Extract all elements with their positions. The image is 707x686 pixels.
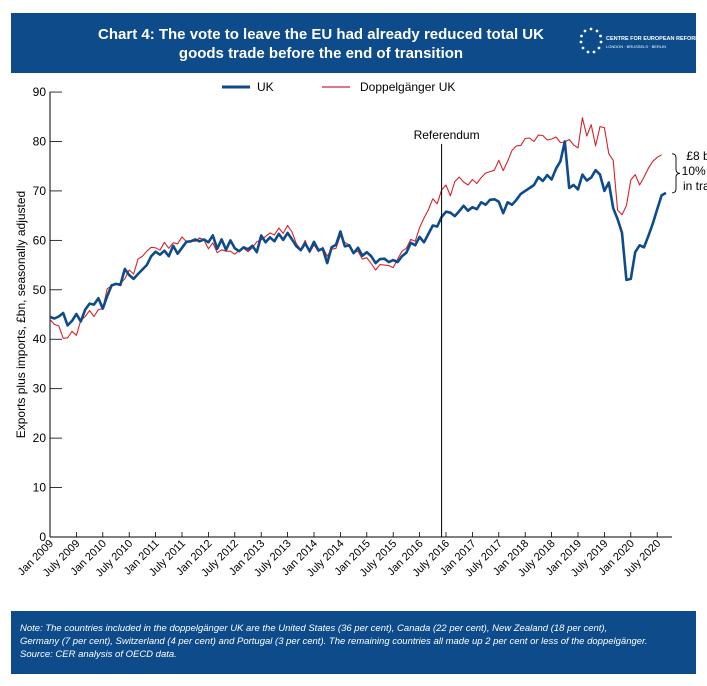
logo-subtext: LONDON · BRUSSELS · BERLIN bbox=[606, 44, 667, 49]
legend-label-doppelganger: Doppelgänger UK bbox=[360, 80, 455, 94]
legend-label-uk: UK bbox=[257, 80, 274, 94]
chart-title: Chart 4: The vote to leave the EU had al… bbox=[71, 25, 571, 63]
y-tick-label: 20 bbox=[33, 431, 47, 445]
trade-fall-label: in trade bbox=[683, 179, 707, 193]
y-tick-label: 60 bbox=[33, 233, 47, 247]
trade-fall-label: 10% fall bbox=[682, 164, 707, 178]
y-tick-label: 40 bbox=[33, 332, 47, 346]
y-tick-label: 80 bbox=[33, 134, 47, 148]
series-group bbox=[49, 117, 667, 339]
y-tick-label: 50 bbox=[33, 283, 47, 297]
logo-text: CENTRE FOR EUROPEAN REFORM bbox=[606, 36, 700, 42]
y-axis-label: Exports plus imports, £bn, seasonally ad… bbox=[14, 191, 28, 438]
y-tick-label: 90 bbox=[33, 85, 47, 99]
trade-fall-label: £8 bn/ bbox=[686, 149, 707, 163]
source-line: Source: CER analysis of OECD data. bbox=[20, 649, 177, 660]
axes: 0 10 20 30 40 50 60 70 80 90 Exports plus imports,… bbox=[14, 85, 672, 579]
y-tick-label: 70 bbox=[33, 184, 47, 198]
y-tick-label: 0 bbox=[39, 530, 46, 544]
chart-title-line2: goods trade before the end of transition bbox=[178, 45, 464, 62]
note-line2: Germany (7 per cent), Switzerland (4 per… bbox=[20, 636, 648, 647]
y-tick-label: 30 bbox=[33, 382, 47, 396]
title-banner: Chart 4: The vote to leave the EU had al… bbox=[11, 13, 700, 73]
legend: UK Doppelgänger UK bbox=[222, 80, 455, 94]
brace-icon bbox=[671, 153, 681, 194]
eu-stars-icon bbox=[579, 27, 603, 54]
cer-logo: CENTRE FOR EUROPEAN REFORM LONDON · BRUS… bbox=[576, 25, 700, 63]
line-chart: 0 10 20 30 40 50 60 70 80 90 Exports plus imports,… bbox=[14, 80, 707, 579]
y-tick-label: 10 bbox=[33, 481, 47, 495]
uk-series-line bbox=[49, 140, 667, 327]
referendum-label: Referendum bbox=[414, 128, 480, 142]
note-line1: Note: The countries included in the dopp… bbox=[20, 623, 608, 634]
footer-note: Note: The countries included in the dopp… bbox=[11, 611, 696, 674]
chart-title-line1: Chart 4: The vote to leave the EU had al… bbox=[98, 26, 544, 43]
doppelganger-series-line bbox=[49, 117, 662, 339]
annotations: Referendum £8 bn/10% fallin trade bbox=[414, 128, 707, 537]
